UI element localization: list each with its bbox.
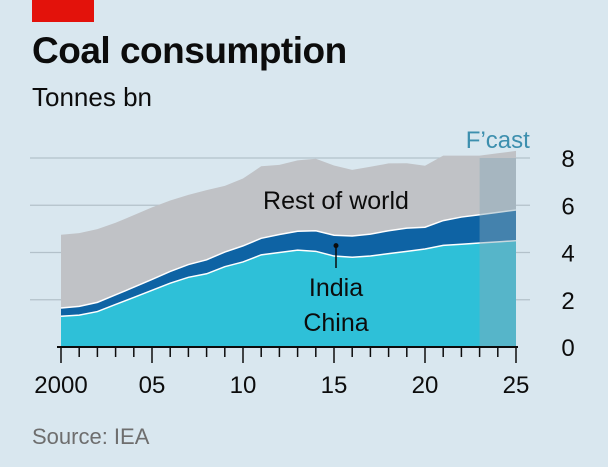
y-tick-label-4: 4 xyxy=(561,241,574,268)
y-axis-labels: 0 2 4 6 8 xyxy=(561,146,574,362)
y-tick-label-2: 2 xyxy=(561,288,574,315)
x-tick-label-2010: 10 xyxy=(230,372,257,399)
india-leader-dot xyxy=(333,243,339,249)
series-annotations: Rest of world India China xyxy=(263,187,409,337)
layer-separator-1 xyxy=(60,209,517,309)
x-tick-label-2020: 20 xyxy=(412,372,439,399)
layer-separator-0 xyxy=(60,239,517,318)
area-rest-of-world xyxy=(61,150,516,309)
y-tick-label-6: 6 xyxy=(561,193,574,220)
source-note: Source: IEA xyxy=(32,424,150,449)
y-tick-label-8: 8 xyxy=(561,146,574,173)
annotation-india: India xyxy=(309,274,363,302)
x-tick-label-2025: 25 xyxy=(503,372,530,399)
chart-subtitle: Tonnes bn xyxy=(32,82,152,112)
chart-title: Coal consumption xyxy=(32,30,347,71)
annotation-rest-of-world: Rest of world xyxy=(263,187,409,215)
area-china xyxy=(61,240,516,347)
y-tick-label-0: 0 xyxy=(561,335,574,362)
annotation-china: China xyxy=(303,309,368,337)
forecast-shade xyxy=(479,158,516,347)
area-india xyxy=(61,209,516,317)
x-tick-label-2000: 2000 xyxy=(34,372,87,399)
x-tick-label-2015: 15 xyxy=(321,372,348,399)
forecast-region: F’cast xyxy=(466,127,530,347)
brand-red-tag xyxy=(32,0,94,22)
forecast-label: F’cast xyxy=(466,127,530,154)
x-tick-label-2005: 05 xyxy=(139,372,166,399)
x-axis: 2000 05 10 15 20 25 xyxy=(34,346,530,399)
stacked-areas xyxy=(60,150,517,347)
